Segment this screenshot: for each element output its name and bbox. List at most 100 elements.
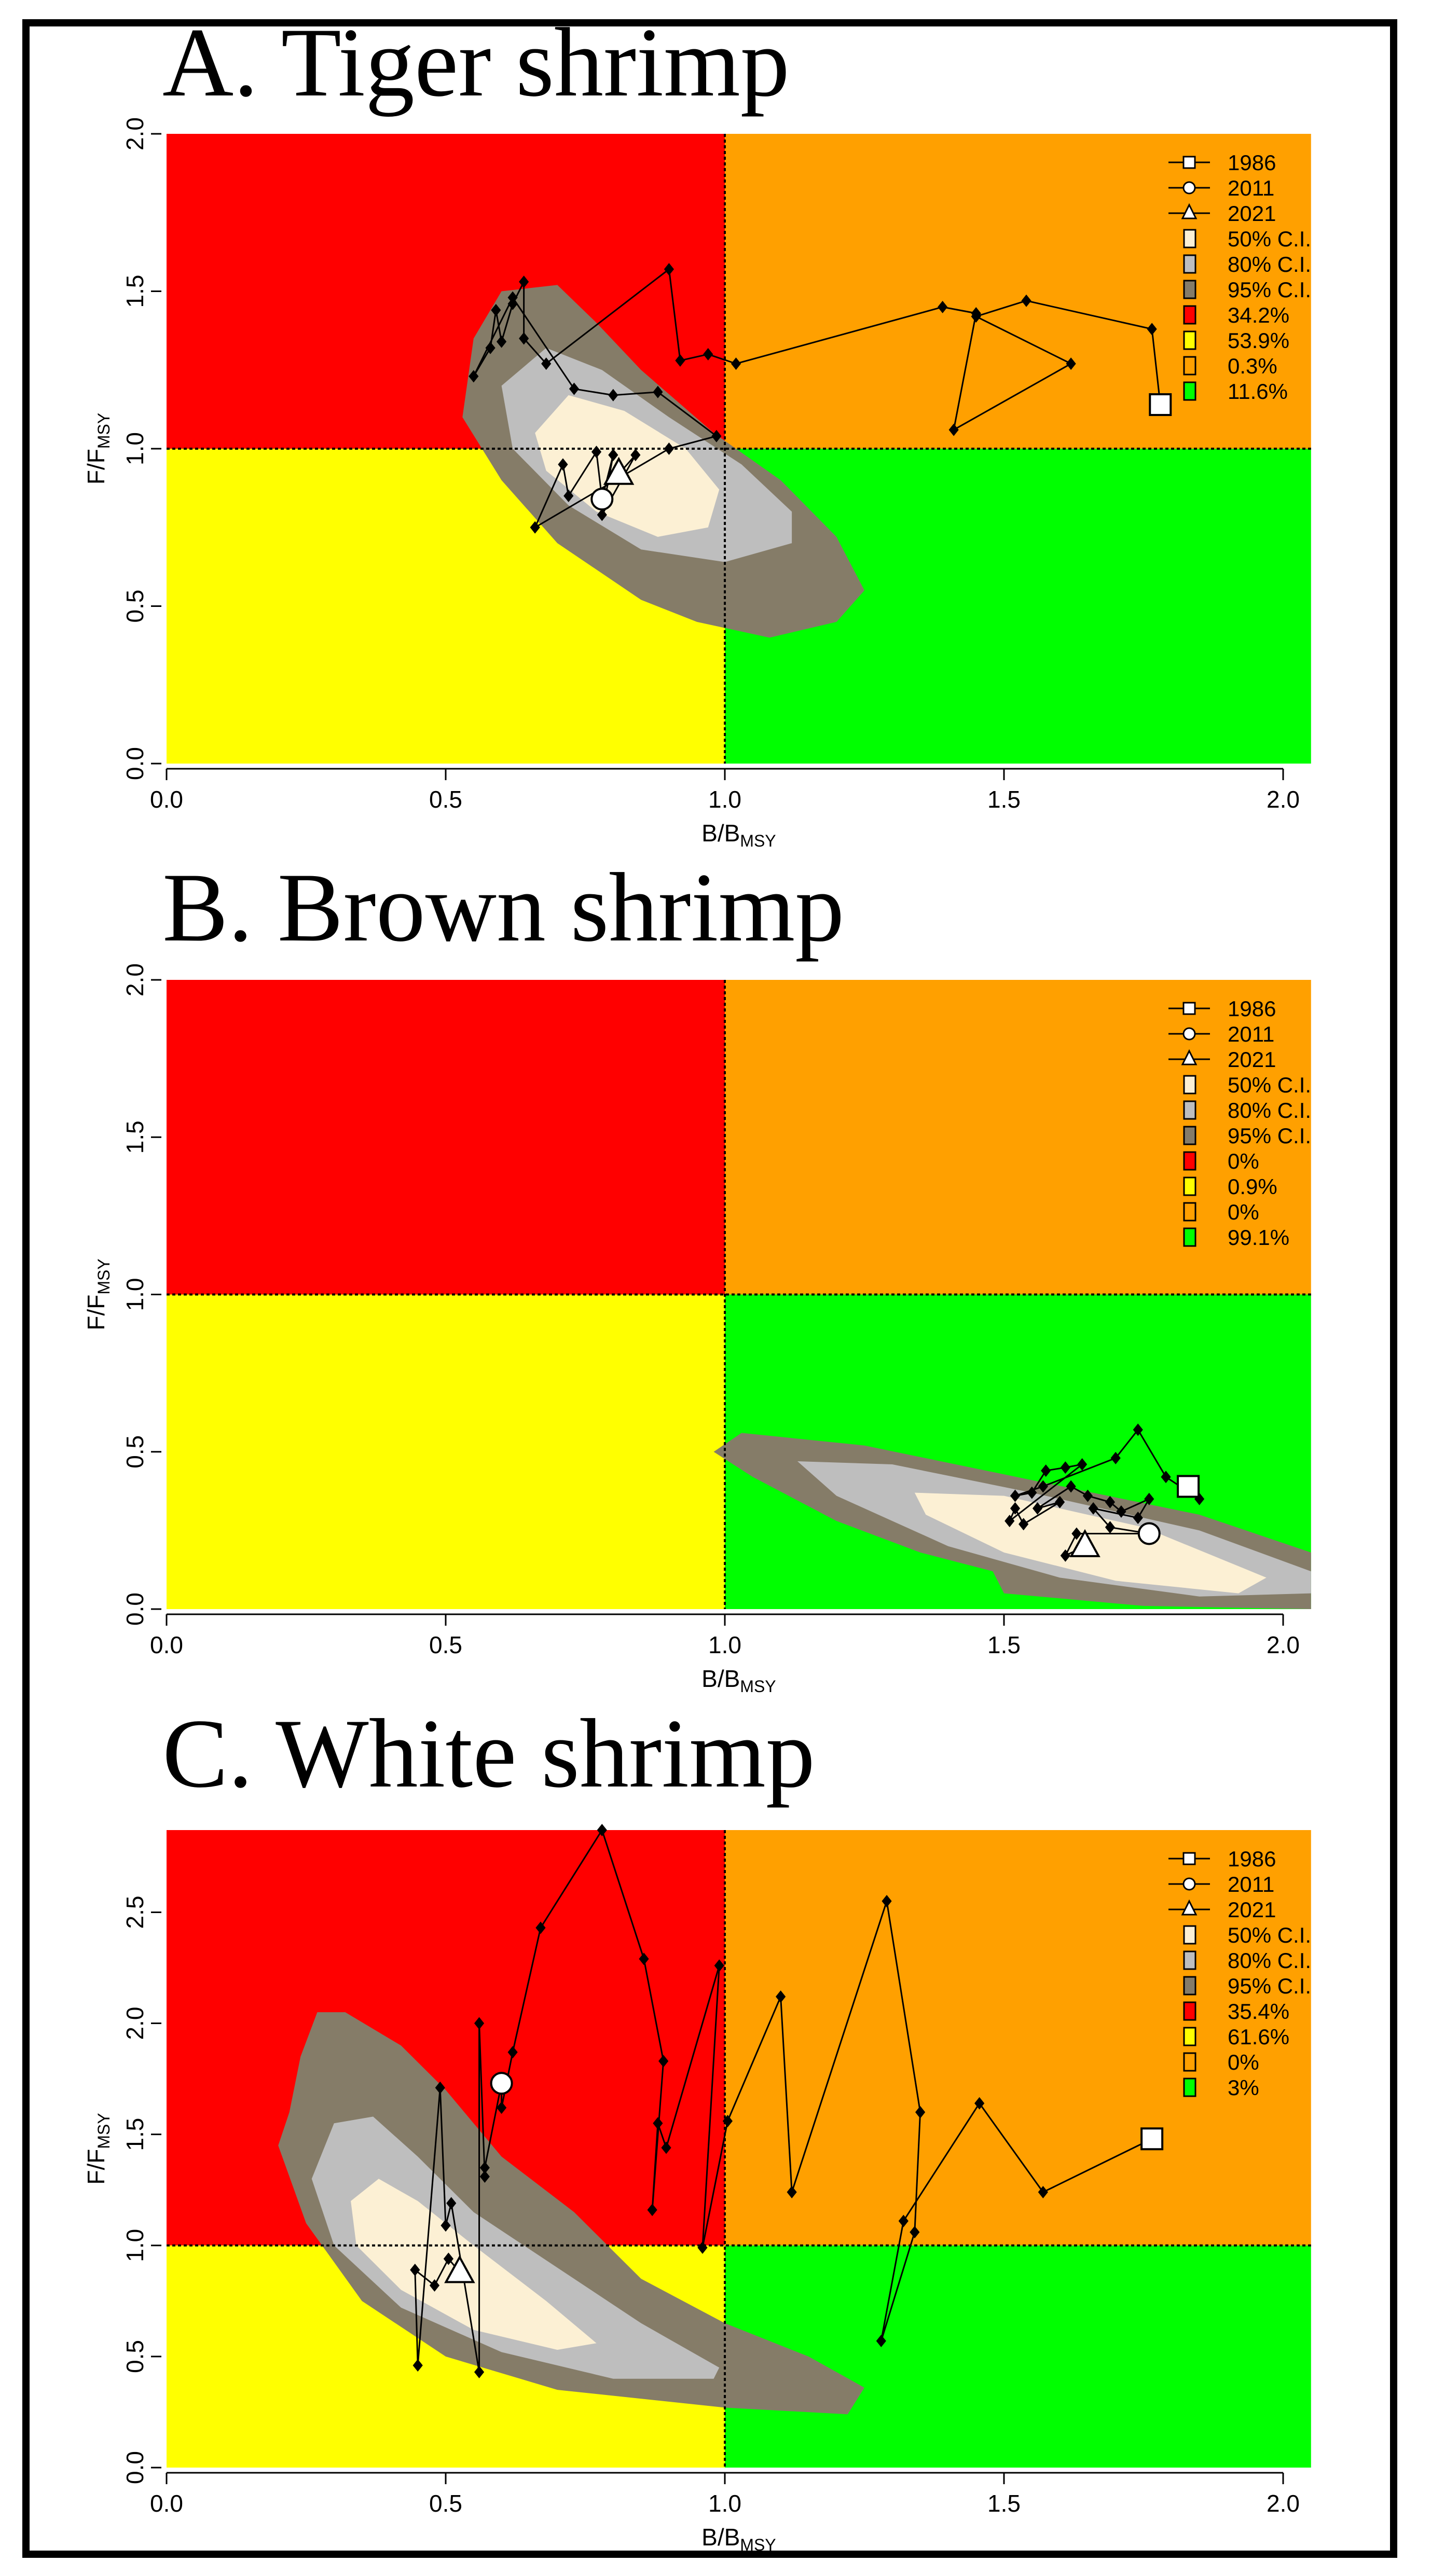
marker-2021-triangle bbox=[444, 2255, 475, 2283]
trajectory-point bbox=[1060, 1461, 1070, 1474]
trajectory-point bbox=[876, 2334, 886, 2347]
trajectory-point bbox=[630, 449, 641, 462]
trajectory-point bbox=[1060, 1549, 1070, 1562]
x-tick-label: 0.0 bbox=[150, 1631, 183, 1658]
quadrant-orange bbox=[725, 134, 1311, 449]
trajectory-point bbox=[441, 2219, 451, 2232]
x-axis-label-main: B/B bbox=[701, 820, 740, 847]
y-tick-label: 1.5 bbox=[121, 275, 148, 308]
legend-swatch-red bbox=[1183, 305, 1196, 325]
legend-label: 50% C.I. bbox=[1228, 1923, 1311, 1947]
trajectory-point bbox=[915, 2106, 926, 2118]
trajectory-point bbox=[1088, 1502, 1098, 1515]
trajectory-point bbox=[530, 521, 540, 534]
x-tick-label: 2.0 bbox=[1267, 1631, 1300, 1658]
legend-label: 61.6% bbox=[1228, 2025, 1289, 2049]
panel-title: C. White shrimp bbox=[162, 1699, 815, 1808]
x-axis-label-sub: MSY bbox=[740, 2536, 776, 2554]
legend-label: 80% C.I. bbox=[1228, 1948, 1311, 1973]
legend-label: 0% bbox=[1228, 1200, 1259, 1224]
legend-label: 0% bbox=[1228, 1149, 1259, 1173]
trajectory-point bbox=[1032, 1502, 1043, 1515]
trajectory-point bbox=[1105, 1521, 1116, 1534]
legend-label: 0.3% bbox=[1228, 354, 1277, 378]
legend-swatch-red bbox=[1183, 2001, 1196, 2021]
trajectory-point bbox=[711, 430, 722, 442]
legend-swatch-yellow bbox=[1183, 1176, 1196, 1196]
trajectory-point bbox=[1066, 357, 1076, 370]
trajectory-point bbox=[787, 2186, 797, 2199]
legend-label: 2011 bbox=[1228, 1872, 1274, 1896]
y-tick-label: 1.0 bbox=[121, 2229, 148, 2262]
trajectory-point bbox=[1027, 1486, 1037, 1499]
trajectory-point bbox=[1147, 323, 1157, 336]
legend-swatch-ci95 bbox=[1183, 1976, 1196, 1996]
trajectory-point bbox=[938, 300, 948, 313]
trajectory-point bbox=[507, 291, 518, 304]
trajectory-point bbox=[1077, 1458, 1088, 1471]
trajectory-point bbox=[469, 370, 479, 383]
y-tick-label: 0.0 bbox=[121, 747, 148, 780]
trajectory-point bbox=[1038, 2186, 1048, 2199]
legend-label: 50% C.I. bbox=[1228, 227, 1311, 251]
legend-swatch-ci80 bbox=[1183, 1950, 1196, 1970]
y-tick-label: 2.0 bbox=[121, 117, 148, 150]
trajectory-point bbox=[1010, 1502, 1021, 1515]
y-tick-label: 0.5 bbox=[121, 590, 148, 623]
marker-2021-triangle bbox=[603, 456, 635, 485]
x-tick-label: 0.5 bbox=[429, 786, 462, 813]
legend-label: 3% bbox=[1228, 2075, 1259, 2100]
y-tick-label: 1.0 bbox=[121, 1278, 148, 1311]
trajectory-point bbox=[714, 1959, 724, 1972]
legend-label: 1986 bbox=[1228, 1847, 1276, 1871]
y-tick-label: 0.5 bbox=[121, 2340, 148, 2373]
legend-label: 2021 bbox=[1228, 1898, 1276, 1922]
legend-label: 50% C.I. bbox=[1228, 1073, 1311, 1097]
legend-swatch-ci80 bbox=[1183, 254, 1196, 274]
trajectory-point bbox=[446, 2197, 457, 2210]
trajectory-point bbox=[658, 2055, 669, 2068]
legend-label: 2021 bbox=[1228, 201, 1276, 226]
trajectory-point bbox=[429, 2279, 440, 2292]
trajectory-point bbox=[412, 2359, 423, 2372]
trajectory-point bbox=[558, 458, 568, 471]
trajectory-point bbox=[703, 348, 713, 361]
x-tick-label: 1.0 bbox=[708, 1631, 741, 1658]
x-axis-label-sub: MSY bbox=[740, 832, 776, 850]
y-tick-label: 0.0 bbox=[121, 2451, 148, 2484]
legend-swatch-orange bbox=[1183, 356, 1196, 376]
y-axis-label: F/FMSY bbox=[82, 1258, 113, 1330]
legend-label: 80% C.I. bbox=[1228, 1098, 1311, 1123]
x-axis-label: B/BMSY bbox=[701, 2524, 776, 2554]
legend-swatch-ci95 bbox=[1183, 1126, 1196, 1145]
legend-label: 2021 bbox=[1228, 1047, 1276, 1072]
y-tick-label: 2.0 bbox=[121, 963, 148, 996]
legend-swatch-ci95 bbox=[1183, 280, 1196, 299]
trajectory-point bbox=[1133, 1423, 1143, 1436]
x-tick-label: 1.5 bbox=[987, 2490, 1021, 2517]
trajectory-point bbox=[535, 1921, 546, 1934]
y-tick-label: 1.0 bbox=[121, 432, 148, 465]
trajectory-point bbox=[443, 2252, 453, 2265]
y-tick-label: 1.5 bbox=[121, 2118, 148, 2151]
trajectory-point bbox=[507, 2046, 518, 2059]
trajectory-point bbox=[435, 2081, 445, 2094]
trajectory-point bbox=[731, 357, 741, 370]
trajectory-point bbox=[1055, 1495, 1065, 1508]
trajectory-point bbox=[591, 446, 602, 459]
confidence-region-80 bbox=[311, 2116, 720, 2379]
trajectory-point bbox=[664, 442, 674, 455]
trajectory-point bbox=[1082, 1489, 1093, 1502]
y-axis-label: F/FMSY bbox=[82, 2113, 113, 2184]
legend-label: 99.1% bbox=[1228, 1225, 1289, 1250]
trajectory-point bbox=[898, 2214, 909, 2227]
x-axis-label-sub: MSY bbox=[740, 1677, 776, 1696]
panel-2: C. White shrimp 0.0 0.5 1.0 1.5 2.0 0.0 0.5 1.0 1… bbox=[82, 1699, 1311, 2554]
legend-label: 0.9% bbox=[1228, 1174, 1277, 1199]
legend-swatch-yellow bbox=[1183, 2027, 1196, 2046]
trajectory-point bbox=[479, 2170, 490, 2183]
trajectory-point bbox=[697, 2241, 708, 2254]
legend-square-icon bbox=[1182, 1002, 1196, 1015]
